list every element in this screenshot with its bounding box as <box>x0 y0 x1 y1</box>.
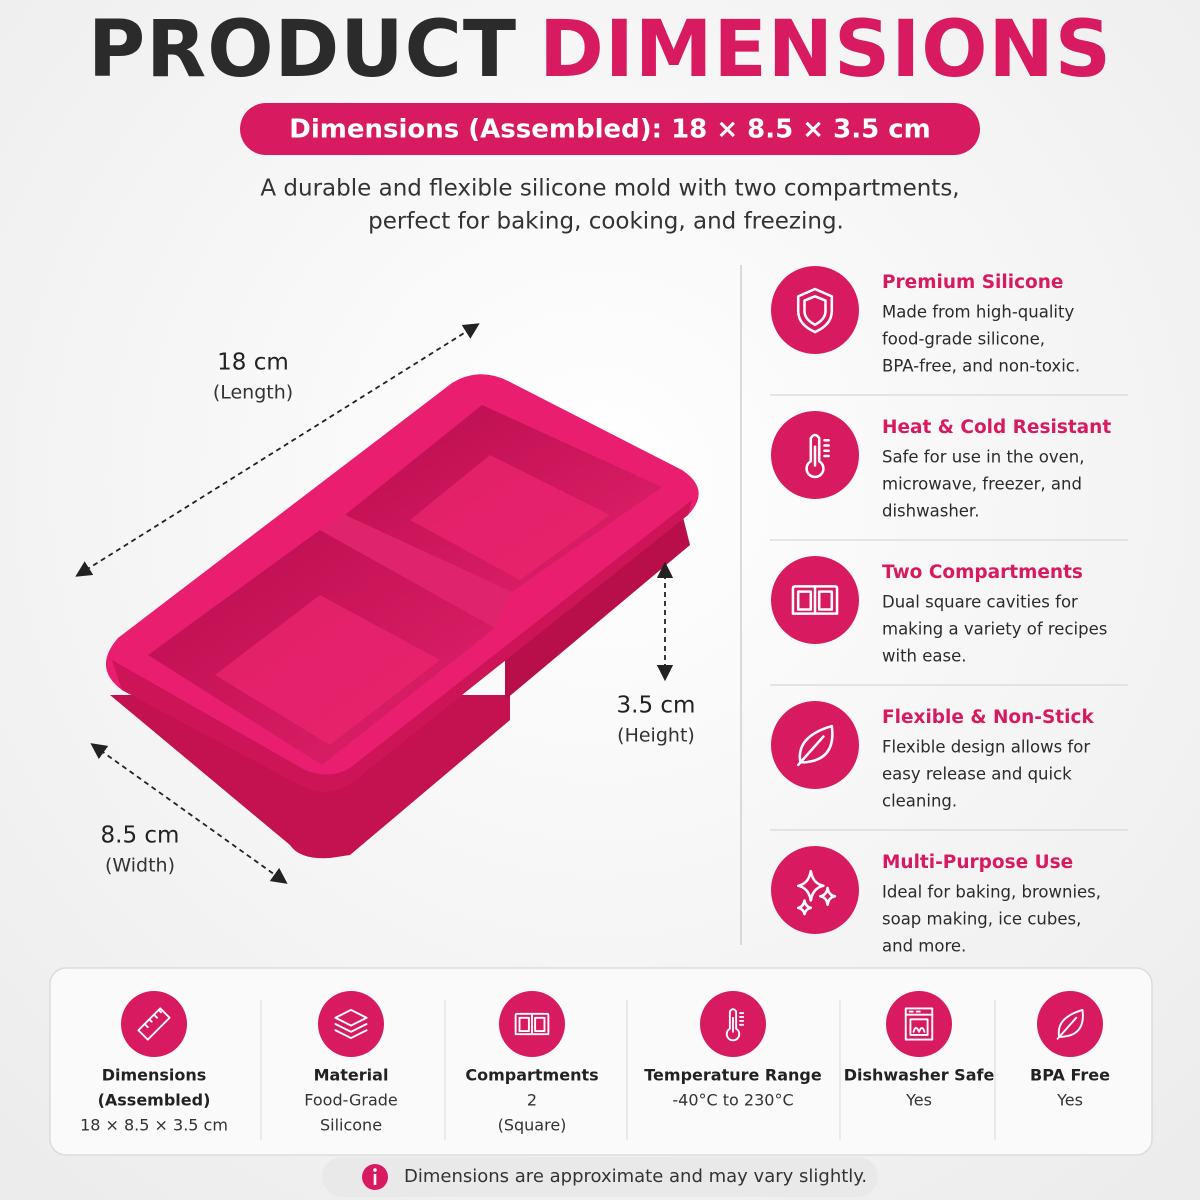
dimension-value: 18 cm <box>217 350 289 376</box>
icon-stroke <box>518 1016 546 1032</box>
spec-icon <box>318 991 384 1057</box>
icon-stroke <box>803 295 827 326</box>
icon-stroke <box>137 1007 171 1041</box>
spec-icon <box>886 991 952 1057</box>
spec-value: Silicone <box>320 1116 382 1135</box>
spec-title: Dishwasher Safe <box>844 1066 995 1085</box>
title-part: DIMENSIONS <box>539 5 1112 95</box>
feature-title: Heat & Cold Resistant <box>882 417 1111 438</box>
icon-stroke <box>1057 1009 1084 1038</box>
feature-text: making a variety of recipes <box>882 620 1107 639</box>
info-icon-dot <box>373 1168 377 1172</box>
icon-stroke <box>796 287 834 334</box>
spec-value: 18 × 8.5 × 3.5 cm <box>80 1116 228 1135</box>
spec-title: BPA Free <box>1030 1066 1110 1085</box>
dimension-label: (Width) <box>105 855 175 877</box>
spec-value: Yes <box>905 1091 932 1110</box>
feature-title: Two Compartments <box>882 562 1083 583</box>
features: Premium Silicone Made from high-quality fo… <box>770 266 1128 956</box>
spec-value: 2 <box>527 1091 537 1110</box>
feature-text: microwave, freezer, and <box>882 475 1082 494</box>
spec-title: Material <box>314 1066 389 1085</box>
icon-stroke <box>904 1007 934 1041</box>
spec-icon <box>121 991 187 1057</box>
icon-stroke <box>334 1023 368 1033</box>
icon-stroke <box>798 724 834 764</box>
feature-text: Flexible design allows for <box>882 738 1090 757</box>
icon-stroke <box>143 1009 162 1029</box>
icon-stroke <box>796 735 825 767</box>
spec-title: Compartments <box>465 1066 598 1085</box>
feature-text: dishwasher. <box>882 502 979 521</box>
title-part: PRODUCT <box>88 5 517 95</box>
icon-stroke <box>334 1029 368 1039</box>
icon-stroke <box>909 1018 929 1036</box>
note-pill <box>322 1157 878 1197</box>
feature-text: cleaning. <box>882 792 957 811</box>
spec-value: Food-Grade <box>304 1091 398 1110</box>
icon-stroke <box>823 439 830 458</box>
dimension-value: 8.5 cm <box>101 823 180 849</box>
spec-title: Dimensions <box>102 1066 207 1085</box>
feature-text: Dual square cavities for <box>882 593 1078 612</box>
note: Dimensions are approximate and may vary … <box>404 1166 867 1187</box>
icon-stroke <box>739 1012 745 1026</box>
icon-stroke <box>791 585 839 615</box>
feature-text: soap making, ice cubes, <box>882 910 1081 929</box>
badge <box>240 103 980 155</box>
width-arrow <box>90 743 288 884</box>
spec-title: (Assembled) <box>98 1091 211 1110</box>
icon-stroke <box>912 1026 926 1033</box>
icon-stroke <box>796 590 834 611</box>
spec-value: Yes <box>1056 1091 1083 1110</box>
feature-text: Safe for use in the oven, <box>882 448 1085 467</box>
feature-text: Ideal for baking, brownies, <box>882 883 1101 902</box>
feature-icon <box>771 266 859 354</box>
icon-stroke <box>796 899 813 916</box>
spec-value: -40°C to 230°C <box>672 1091 793 1110</box>
dimension-label: (Height) <box>617 725 695 747</box>
dimension-label: (Length) <box>213 382 293 404</box>
icon-stroke <box>818 886 837 906</box>
page-title: PRODUCT DIMENSIONS <box>88 5 1112 95</box>
feature-text: BPA-free, and non-toxic. <box>882 357 1080 376</box>
description-line: A durable and flexible silicone mold wit… <box>260 176 959 202</box>
icon-stroke <box>514 1012 550 1036</box>
icon-stroke <box>334 1009 368 1027</box>
length-arrow <box>75 323 480 577</box>
spec-title: Temperature Range <box>644 1066 822 1085</box>
feature-text: Made from high-quality <box>882 303 1074 322</box>
icon-stroke <box>1056 1016 1078 1040</box>
spec-value: (Square) <box>498 1116 567 1135</box>
feature-text: food-grade silicone, <box>882 330 1045 349</box>
specs: Dimensions (Assembled) 18 × 8.5 × 3.5 cm Ma… <box>80 991 1110 1140</box>
feature-text: and more. <box>882 937 966 956</box>
dimension-value: 3.5 cm <box>617 693 696 719</box>
feature-title: Premium Silicone <box>882 272 1063 293</box>
badge-text: Dimensions (Assembled): 18 × 8.5 × 3.5 c… <box>289 115 930 145</box>
feature-title: Multi-Purpose Use <box>882 852 1073 873</box>
feature-text: with ease. <box>882 647 967 666</box>
icon-stroke <box>805 433 825 479</box>
feature-title: Flexible & Non-Stick <box>882 707 1094 728</box>
description-line: perfect for baking, cooking, and freezin… <box>368 209 844 235</box>
icon-stroke <box>796 869 825 902</box>
feature-text: easy release and quick <box>882 765 1072 784</box>
icon-stroke <box>725 1008 741 1042</box>
